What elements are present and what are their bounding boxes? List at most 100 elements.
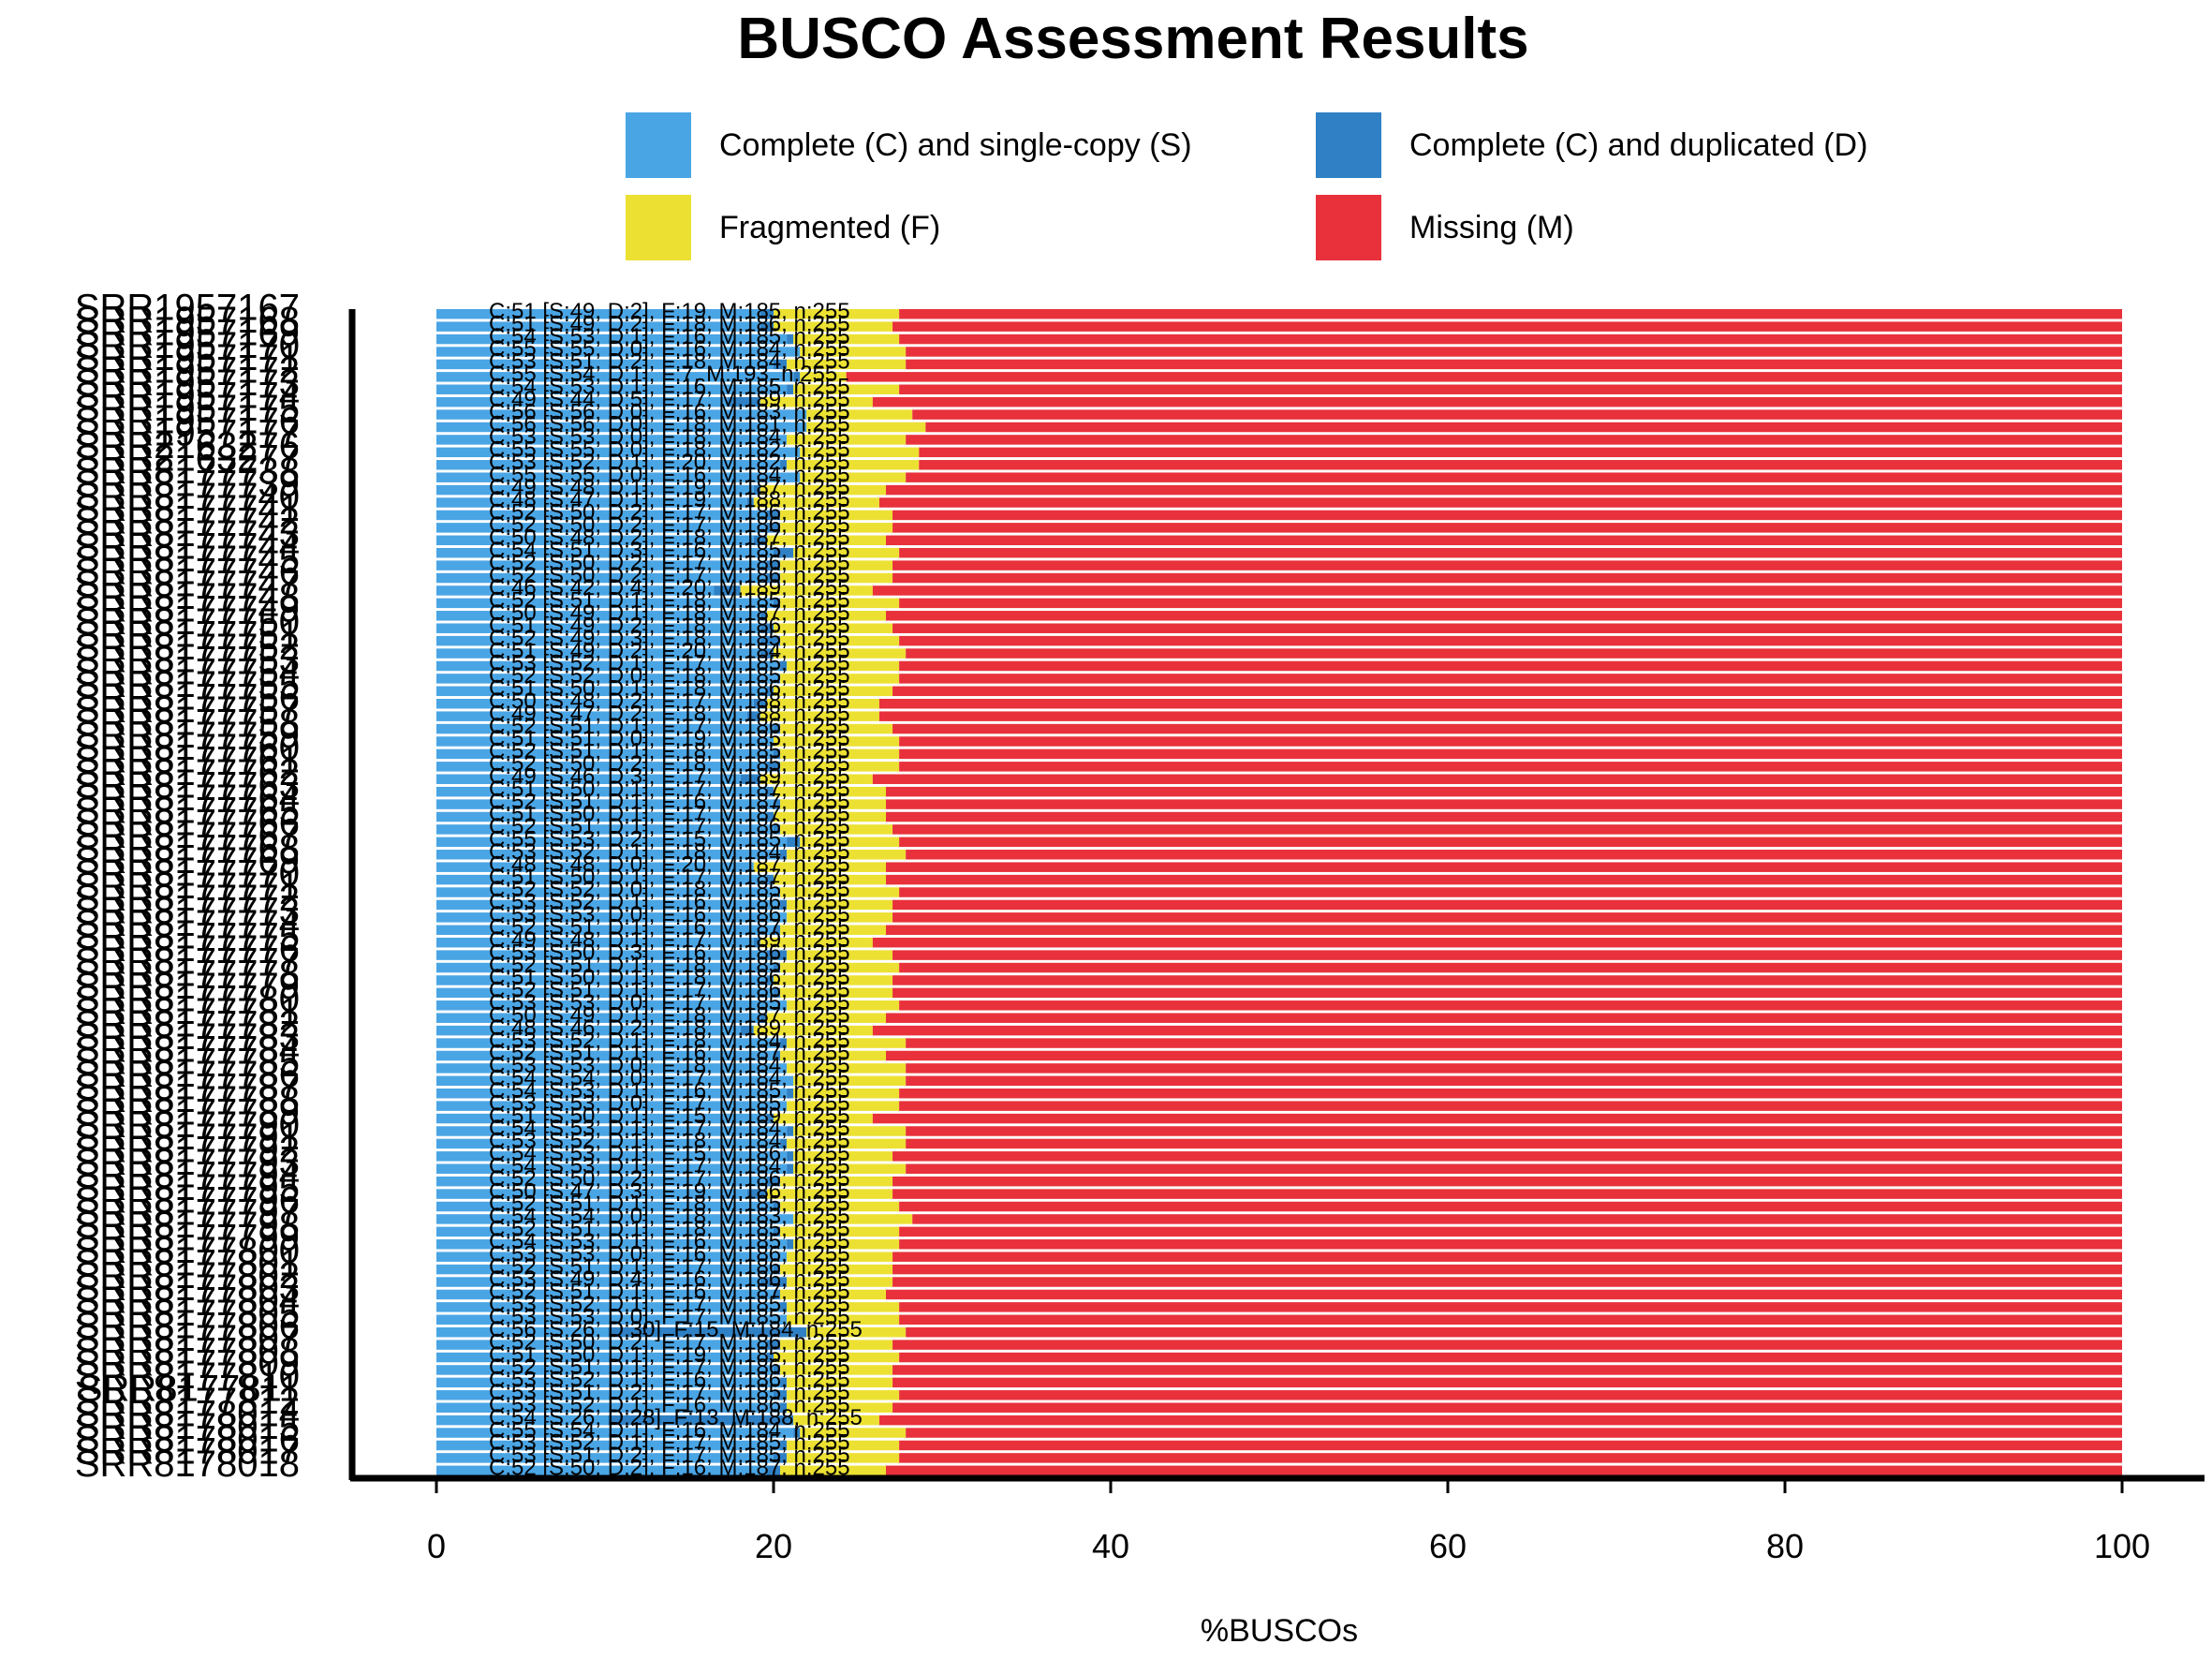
bar-segment-f [780, 1201, 900, 1212]
bar-label: C:51 [S:50, D:1], F:17, M:187, n:255 [489, 777, 850, 802]
category-label: SRR8177749 [75, 589, 300, 630]
bar-segment-m [878, 497, 2122, 508]
bar-segment-f [793, 1214, 913, 1224]
bar-label: C:48 [S:48, D:0], F:20, M:187, n:255 [489, 852, 850, 877]
bar-segment-f [774, 686, 893, 697]
bar-segment-d [766, 572, 781, 584]
bar-segment-f [780, 510, 893, 521]
bar-label: C:53 [S:53, D:0], F:18, M:184, n:255 [489, 424, 850, 450]
bar-segment-f [800, 347, 907, 357]
bar-segment-d [766, 874, 774, 885]
category-label: SRR2163277 [75, 438, 300, 480]
bar-segment-d [787, 1126, 794, 1136]
category-label: SRR8177809 [75, 1343, 300, 1385]
bar-segment-s [436, 384, 788, 394]
category-label: SRR8177808 [75, 1330, 300, 1371]
category-label: SRR1957167 [75, 288, 300, 329]
bar-segment-d [746, 711, 760, 721]
bar-segment-s [436, 1151, 788, 1162]
bar-segment-m [919, 447, 2122, 458]
bar-segment-m [886, 1050, 2122, 1061]
category-label: SRR8177798 [75, 1205, 300, 1246]
bar-label: C:52 [S:51, D:1], F:18, M:185, n:255 [489, 953, 850, 978]
bar-segment-f [787, 1000, 900, 1011]
category-label: SRR8177764 [75, 778, 300, 819]
bar-segment-f [793, 1126, 907, 1136]
bar-segment-m [899, 1440, 2122, 1451]
bar-segment-f [806, 409, 913, 420]
category-label: SRR8178018 [75, 1444, 300, 1485]
bar-segment-m [899, 1302, 2122, 1312]
bar-segment-m [899, 1352, 2122, 1363]
category-label: SRR8177765 [75, 790, 300, 831]
x-tick-label: 100 [2094, 1527, 2150, 1565]
bar-segment-s [436, 1415, 609, 1426]
bar-segment-s [436, 648, 760, 659]
bar-segment-m [912, 1214, 2122, 1224]
bar-segment-f [787, 660, 900, 672]
bar-segment-s [436, 1201, 774, 1212]
bar-segment-d [780, 660, 788, 672]
bar-label: C:53 [S:52, D:1], F:18, M:184, n:255 [489, 1028, 850, 1053]
bar-segment-d [746, 497, 754, 508]
category-label: SRR8177766 [75, 803, 300, 844]
category-label: SRR8177770 [75, 852, 300, 894]
bar-segment-d [774, 1390, 788, 1400]
bar-segment-s [436, 1402, 781, 1413]
bar-segment-s [436, 1050, 774, 1061]
bar-segment-f [787, 899, 893, 911]
bar-segment-d [774, 1365, 781, 1375]
bar-segment-s [436, 1326, 609, 1338]
bar-segment-s [436, 925, 774, 936]
bar-segment-d [774, 1201, 781, 1212]
bar-segment-d [766, 1465, 781, 1476]
bar-label: C:52 [S:51, D:1], F:18, M:185, n:255 [489, 739, 850, 764]
bar-label: C:48 [S:47, D:1], F:19, M:188, n:255 [489, 487, 850, 512]
bar-segment-f [787, 1314, 900, 1326]
category-label: SRR8177777 [75, 941, 300, 982]
bar-segment-s [436, 585, 715, 596]
bar-segment-m [878, 1415, 2122, 1426]
bar-label: C:53 [S:53, D:0], F:18, M:184, n:255 [489, 1053, 850, 1078]
bar-segment-m [886, 1465, 2122, 1476]
x-tick-label: 60 [1429, 1527, 1467, 1565]
bar-segment-d [793, 1428, 801, 1438]
bar-segment-f [780, 1340, 893, 1350]
bar-segment-f [787, 1440, 900, 1451]
category-label: SRR1957171 [75, 337, 300, 378]
bar-label: C:52 [S:51, D:1], F:17, M:186, n:255 [489, 1355, 850, 1380]
bar-segment-m [906, 1138, 2122, 1149]
category-label: SRR8177797 [75, 1192, 300, 1234]
bar-label: C:52 [S:51, D:1], F:16, M:187, n:255 [489, 914, 850, 940]
bar-segment-s [436, 674, 781, 684]
bar-label: C:53 [S:51, D:2], F:17, M:185, n:255 [489, 1443, 850, 1468]
category-label: SRR8177739 [75, 463, 300, 504]
bar-segment-s [436, 309, 760, 319]
bar-segment-d [766, 786, 774, 797]
bar-segment-s [436, 497, 747, 508]
category-label: SRR8177800 [75, 1230, 300, 1271]
bar-segment-f [787, 435, 907, 445]
x-tick-label: 80 [1766, 1527, 1804, 1565]
bar-segment-s [436, 975, 767, 985]
bar-segment-f [774, 874, 886, 885]
bar-label: C:49 [S:48, D:1], F:19, M:187, n:255 [489, 475, 850, 500]
bar-segment-f [793, 384, 900, 394]
bar-label: C:53 [S:52, D:1], F:20, M:182, n:255 [489, 450, 850, 475]
category-label: SRR8177788 [75, 1079, 300, 1120]
bar-segment-s [436, 523, 767, 533]
bar-label: C:52 [S:52, D:0], F:18, M:185, n:255 [489, 877, 850, 902]
bar-label: C:52 [S:52, D:0], F:18, M:185, n:255 [489, 663, 850, 689]
bar-segment-m [899, 384, 2122, 394]
bar-label: C:53 [S:52, D:1], F:18, M:184, n:255 [489, 1129, 850, 1154]
bar-segment-m [872, 585, 2122, 596]
bar-segment-f [787, 1038, 907, 1048]
bar-segment-s [436, 1163, 788, 1174]
bar-segment-s [436, 510, 767, 521]
category-label: SRR1957169 [75, 312, 300, 353]
bar-segment-f [793, 1415, 879, 1426]
category-label: SRR8177778 [75, 954, 300, 995]
category-label: SRR8177772 [75, 878, 300, 919]
bar-segment-d [766, 1113, 774, 1124]
category-label: SRR8177779 [75, 966, 300, 1007]
